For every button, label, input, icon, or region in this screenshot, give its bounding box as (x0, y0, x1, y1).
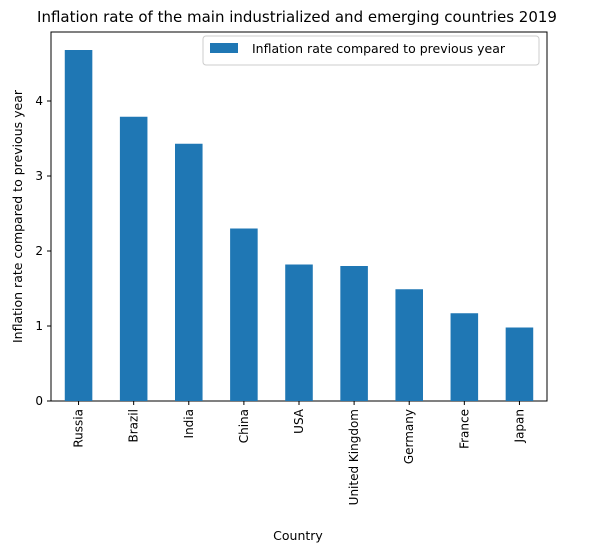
bar-united-kingdom (340, 266, 368, 401)
bar-japan (505, 327, 534, 401)
x-axis: Russia Brazil India China USA United Kingdom G… (72, 401, 526, 505)
x-tick-label: USA (292, 408, 306, 434)
legend-frame (202, 35, 540, 66)
x-tick-label: China (237, 409, 251, 443)
x-tick-label: Japan (512, 409, 526, 443)
bar-france (450, 313, 479, 401)
legend-label: Inflation rate compared to previous year (252, 41, 506, 56)
x-tick-label: India (182, 409, 196, 438)
y-tick-label: 1 (35, 319, 43, 333)
legend-swatch (210, 43, 238, 53)
y-axis-label: Inflation rate compared to previous year (10, 89, 25, 343)
bar-germany (395, 289, 423, 401)
y-tick-label: 4 (35, 94, 43, 108)
bar-russia (64, 50, 93, 401)
bar-usa (285, 264, 313, 401)
x-tick-label: France (457, 409, 471, 449)
y-tick-label: 0 (35, 394, 43, 408)
y-axis: 0 1 2 3 4 (35, 94, 51, 408)
bar-china (230, 228, 258, 401)
x-tick-label: Brazil (127, 409, 141, 443)
bar-brazil (119, 116, 148, 401)
chart-title: Inflation rate of the main industrialize… (37, 8, 557, 26)
x-tick-label: Germany (402, 409, 416, 464)
x-tick-label: Russia (72, 409, 86, 448)
x-axis-label: Country (273, 528, 323, 543)
y-tick-label: 2 (35, 244, 43, 258)
legend: Inflation rate compared to previous year (202, 35, 540, 66)
y-tick-label: 3 (35, 169, 43, 183)
bars-group (64, 50, 534, 401)
bar-india (175, 143, 203, 401)
x-tick-label: United Kingdom (347, 409, 361, 505)
